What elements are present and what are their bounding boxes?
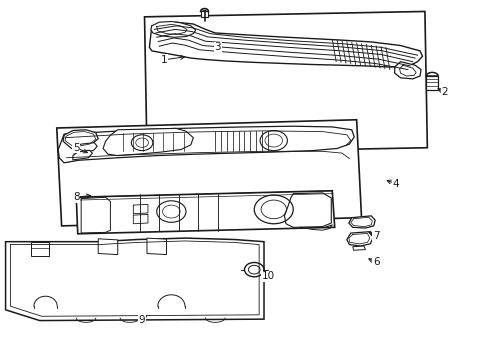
Polygon shape [103,129,193,156]
Polygon shape [151,22,195,37]
Polygon shape [73,150,92,160]
Text: 5: 5 [73,143,80,153]
Text: 6: 6 [372,257,379,267]
Text: 9: 9 [139,315,145,325]
Polygon shape [346,231,372,246]
Text: 1: 1 [161,55,167,65]
Polygon shape [144,12,427,153]
Polygon shape [200,12,208,17]
Polygon shape [149,22,422,67]
Text: 2: 2 [440,87,447,97]
Polygon shape [76,191,334,234]
Text: 3: 3 [214,42,221,52]
Polygon shape [58,126,353,163]
Polygon shape [73,143,97,153]
Polygon shape [147,238,166,255]
Polygon shape [284,193,330,227]
Polygon shape [31,242,49,256]
Polygon shape [394,62,420,79]
Polygon shape [63,130,98,148]
Polygon shape [426,76,437,90]
Text: 10: 10 [261,271,274,281]
Polygon shape [352,246,365,250]
Polygon shape [348,216,374,228]
Text: 7: 7 [372,231,379,240]
Text: 8: 8 [73,192,80,202]
Polygon shape [5,238,264,320]
Polygon shape [57,120,361,226]
Text: 4: 4 [391,179,398,189]
Polygon shape [98,239,118,255]
